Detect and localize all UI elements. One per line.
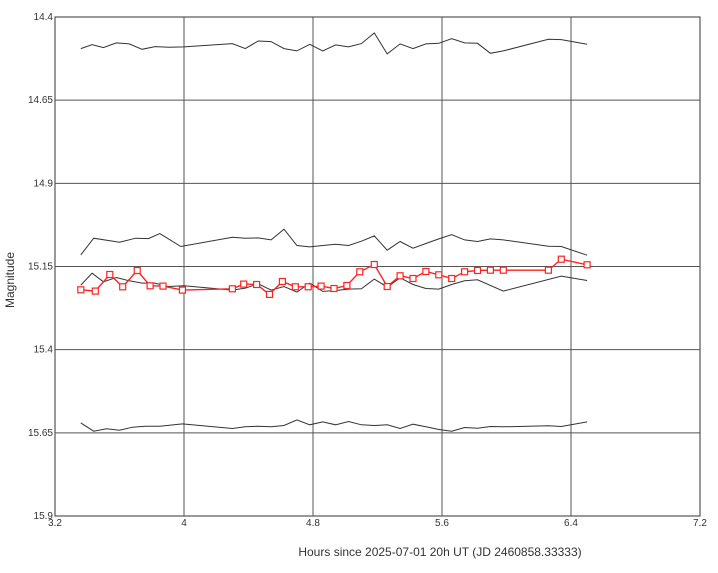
data-point-marker	[544, 266, 553, 274]
series-group	[77, 32, 591, 432]
data-point-marker	[343, 281, 351, 290]
data-point-marker	[106, 270, 114, 279]
data-point-marker	[499, 266, 507, 274]
data-point-marker	[317, 282, 325, 290]
data-point-marker	[396, 272, 404, 280]
y-tick-label: 14.9	[34, 178, 54, 189]
data-point-marker	[253, 280, 261, 289]
data-point-marker	[77, 286, 85, 294]
data-point-marker	[448, 274, 456, 283]
data-point-marker	[146, 282, 154, 290]
data-point-marker	[461, 268, 469, 276]
data-point-marker	[240, 280, 248, 288]
y-tick-label: 15.65	[28, 428, 53, 439]
x-tick-label: 4	[181, 518, 187, 529]
data-point-marker	[486, 266, 494, 274]
x-tick-label: 7.2	[693, 518, 707, 529]
data-point-marker	[356, 268, 364, 276]
y-tick-label: 14.65	[28, 95, 53, 106]
data-point-marker	[304, 283, 312, 291]
data-point-marker	[370, 260, 378, 269]
x-tick-label: 6.4	[564, 518, 578, 529]
data-point-marker	[91, 287, 99, 295]
data-point-marker	[383, 282, 391, 291]
x-tick-label: 4.8	[306, 518, 320, 529]
data-point-marker	[133, 266, 141, 275]
data-point-marker	[178, 286, 186, 294]
data-point-marker	[473, 266, 482, 275]
data-point-marker	[278, 277, 286, 286]
data-point-marker	[265, 290, 274, 298]
x-axis-title: Hours since 2025-07-01 20h UT (JD 246085…	[298, 545, 581, 559]
grid-lines	[55, 17, 700, 516]
y-tick-label: 14.4	[34, 12, 54, 23]
data-point-marker	[291, 283, 299, 291]
comparison-series-line	[80, 228, 588, 256]
data-point-marker	[435, 271, 443, 279]
x-tick-label: 3.2	[48, 518, 62, 529]
comparison-series-line	[80, 32, 588, 55]
data-point-marker	[409, 274, 417, 283]
tick-labels: 3.2 4 4.8 5.6 6.4 7.2 14.4 14.65 14.9 15.15 15.4 15…	[28, 12, 707, 529]
x-tick-label: 5.6	[435, 518, 449, 529]
y-axis-title: Magnitude	[3, 252, 17, 308]
data-point-marker	[557, 255, 565, 263]
data-point-marker	[228, 285, 236, 293]
y-tick-label: 15.15	[28, 262, 53, 273]
data-point-marker	[330, 284, 338, 293]
data-point-marker	[422, 267, 430, 276]
data-point-marker	[159, 282, 167, 290]
data-point-marker	[583, 261, 591, 269]
comparison-series-line	[80, 419, 588, 432]
y-tick-label: 15.4	[34, 345, 54, 356]
comparison-series-line	[80, 272, 588, 293]
data-point-marker	[119, 283, 127, 291]
y-tick-label: 15.9	[34, 511, 54, 522]
